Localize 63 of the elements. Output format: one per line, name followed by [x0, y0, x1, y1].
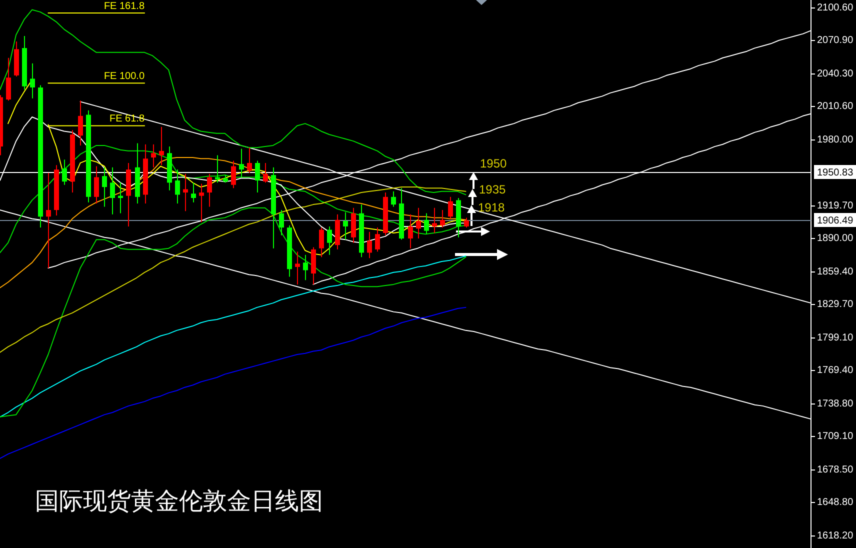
y-tick-label: 1738.80 — [817, 398, 854, 410]
y-tick-label: 1709.10 — [817, 431, 854, 442]
candlestick — [327, 226, 332, 256]
candlestick — [231, 160, 236, 189]
y-tick-label: 2070.90 — [817, 35, 854, 46]
candlestick — [199, 183, 204, 223]
annotation: 1935 — [479, 182, 506, 196]
candlestick — [343, 212, 348, 240]
y-tick-label: 1769.40 — [817, 365, 854, 376]
candlestick — [159, 126, 164, 166]
candlestick — [432, 207, 437, 234]
y-tick-label: 1618.20 — [817, 530, 854, 542]
text: 国际现货黄金伦敦金日线图 — [35, 487, 323, 515]
y-tick-label: 1859.40 — [817, 266, 854, 278]
y-tick-label: 1648.80 — [817, 497, 854, 508]
candlestick — [375, 227, 380, 252]
candlestick — [30, 62, 35, 99]
y-tick-label: 2010.60 — [817, 101, 854, 112]
y-tick-label: 1919.70 — [817, 200, 854, 212]
y-tick-label: 1980.00 — [817, 134, 854, 146]
candlestick — [94, 166, 99, 204]
candlestick — [391, 190, 396, 208]
candlestick — [464, 217, 469, 228]
candlestick — [408, 214, 413, 249]
candlestick — [183, 173, 188, 212]
candlestick — [319, 227, 324, 258]
candlestick — [295, 251, 300, 285]
candlestick — [239, 148, 244, 178]
candlestick — [247, 147, 252, 174]
candlestick — [6, 57, 11, 102]
candlestick — [46, 172, 51, 269]
candlestick — [215, 154, 220, 184]
candlestick — [78, 100, 83, 146]
candlestick — [102, 166, 107, 208]
series-label: FE 61.8 — [110, 114, 145, 125]
annotation: 1918 — [478, 200, 506, 214]
y-tick-label: 1829.70 — [817, 299, 854, 310]
y-tick-label: 1678.50 — [817, 464, 854, 476]
candlestick — [175, 169, 180, 204]
ref-line-label: 1906.49 — [817, 215, 854, 226]
candlestick — [303, 254, 308, 281]
candlestick — [191, 182, 196, 203]
candlestick — [416, 207, 421, 239]
series-label: FE 161.8 — [104, 0, 145, 12]
candlestick — [207, 173, 212, 208]
y-tick-label: 1890.00 — [817, 233, 854, 244]
candlestick — [448, 196, 453, 220]
candlestick — [110, 166, 115, 215]
candlestick — [255, 160, 260, 194]
y-tick-label: 2100.60 — [817, 2, 854, 14]
candlestick — [118, 182, 123, 214]
ref-line-label: 1950.83 — [817, 167, 854, 178]
candlestick — [367, 231, 372, 259]
candlestick — [263, 162, 268, 184]
series-label: FE 100.0 — [104, 70, 145, 82]
candlestick — [62, 159, 67, 186]
candlestick — [279, 210, 284, 236]
y-tick-label: 1799.10 — [817, 332, 854, 344]
candlestick — [424, 212, 429, 235]
candlestick — [151, 144, 156, 168]
candlestick — [440, 210, 445, 228]
y-tick-label: 2040.30 — [817, 68, 854, 80]
annotation: 1950 — [480, 156, 508, 170]
